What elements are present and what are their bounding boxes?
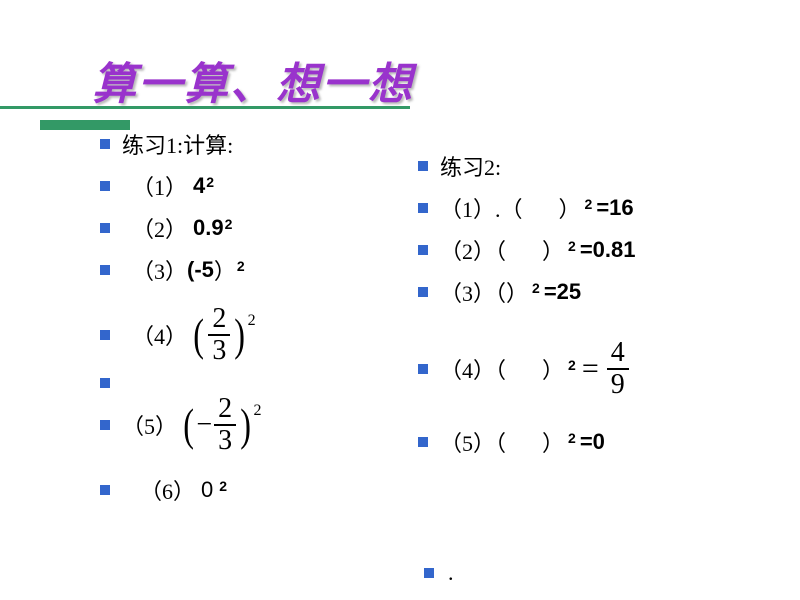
list-item: 练习2:: [418, 150, 758, 182]
item-base: -5: [194, 257, 214, 283]
item-close: ）: [542, 353, 564, 385]
bullet-icon: [418, 161, 428, 171]
item-base: 4: [193, 173, 205, 199]
list-item: （5）（ ） 2 =0: [418, 426, 758, 458]
item-prefix: （4）: [132, 319, 187, 351]
item-close: ）: [542, 234, 564, 266]
paren-open: (: [183, 407, 194, 444]
spacer: [418, 412, 758, 426]
bullet-icon: [100, 485, 110, 495]
item-exp: 2: [225, 216, 233, 232]
item-exp: 2: [253, 402, 261, 420]
item-exp: 2: [237, 258, 245, 274]
item-eq: =25: [544, 279, 581, 305]
item-prefix: （1）.（: [440, 192, 523, 224]
item-prefix: （2）: [132, 212, 187, 244]
bullet-icon: [100, 420, 110, 430]
bullet-icon: [418, 287, 428, 297]
frac-den: 3: [208, 337, 230, 365]
item-base: 0.9: [193, 215, 224, 241]
item-exp: 2: [248, 312, 256, 330]
list-item: （1）.（ ） 2 =16: [418, 192, 758, 224]
item-exp: 2: [568, 357, 576, 373]
neg-sign: −: [196, 409, 212, 441]
bullet-icon: [418, 203, 428, 213]
item-exp: 2: [206, 174, 214, 190]
list-item: [100, 378, 400, 388]
item-eq: =0: [580, 429, 605, 455]
list-item: （1） 4 2: [100, 170, 400, 202]
frac-num: 2: [208, 305, 230, 333]
list-item: （4）（ ） 2 = 4 9: [418, 336, 758, 402]
slide-title-wrap: 算一算、想一想: [92, 48, 414, 112]
paren-close: ): [240, 407, 251, 444]
list-item: 练习1:计算:: [100, 128, 400, 160]
item-base: 0: [201, 477, 213, 503]
bullet-icon: [418, 437, 428, 447]
item-prefix: （4）（: [440, 353, 506, 385]
item-close: ）: [214, 254, 236, 286]
list-item: （2） 0.9 2: [100, 212, 400, 244]
bullet-icon: [100, 378, 110, 388]
fraction: 4 9: [607, 339, 629, 399]
eq-sign: =: [582, 352, 599, 386]
bullet-icon: [100, 330, 110, 340]
item-prefix: （3）: [132, 254, 187, 286]
list-item: （6） 0 2: [100, 474, 400, 506]
footer-dot: .: [424, 560, 454, 586]
right-column: 练习2: （1）.（ ） 2 =16 （2）（ ） 2 =0.81 （3）（） …: [418, 150, 758, 468]
underline-thin: [0, 106, 410, 109]
paren-close: ): [235, 317, 246, 354]
item-exp: 2: [585, 196, 593, 212]
item-prefix: （3）（）: [440, 276, 528, 308]
bullet-icon: [100, 223, 110, 233]
item-prefix: （6）: [140, 474, 195, 506]
list-item: （3） ( -5 ） 2: [100, 254, 400, 286]
right-header: 练习2:: [440, 150, 501, 182]
fraction: 2 3: [208, 305, 230, 365]
item-exp: 2: [568, 430, 576, 446]
frac-num: 4: [607, 339, 629, 367]
item-exp: 2: [568, 238, 576, 254]
frac-num: 2: [214, 395, 236, 423]
bullet-icon: [418, 364, 428, 374]
item-prefix: （1）: [132, 170, 187, 202]
bullet-icon: [418, 245, 428, 255]
item-close: ）: [559, 192, 581, 224]
bullet-icon: [100, 181, 110, 191]
bullet-icon: [100, 139, 110, 149]
item-eq: =16: [596, 195, 633, 221]
item-open: (: [187, 257, 194, 283]
item-close: ）: [542, 426, 564, 458]
bullet-icon: [100, 265, 110, 275]
bullet-icon: [424, 568, 434, 578]
list-item: （3）（） 2 =25: [418, 276, 758, 308]
item-exp: 2: [532, 280, 540, 296]
item-prefix: （5）: [122, 409, 177, 441]
list-item: （5） ( − 2 3 ) 2: [100, 392, 400, 458]
spacer: [418, 318, 758, 336]
left-column: 练习1:计算: （1） 4 2 （2） 0.9 2 （3） ( -5 ） 2 （…: [100, 128, 400, 516]
item-prefix: （5）（: [440, 426, 506, 458]
slide-title: 算一算、想一想: [92, 48, 414, 112]
fraction: 2 3: [214, 395, 236, 455]
list-item: （4） ( 2 3 ) 2: [100, 302, 400, 368]
list-item: （2）（ ） 2 =0.81: [418, 234, 758, 266]
left-header: 练习1:计算:: [122, 128, 233, 160]
paren-open: (: [193, 317, 204, 354]
item-exp: 2: [219, 478, 227, 494]
frac-den: 9: [607, 371, 629, 399]
item-prefix: （2）（: [440, 234, 506, 266]
dot-text: .: [448, 560, 454, 586]
item-eq: =0.81: [580, 237, 636, 263]
frac-den: 3: [214, 427, 236, 455]
